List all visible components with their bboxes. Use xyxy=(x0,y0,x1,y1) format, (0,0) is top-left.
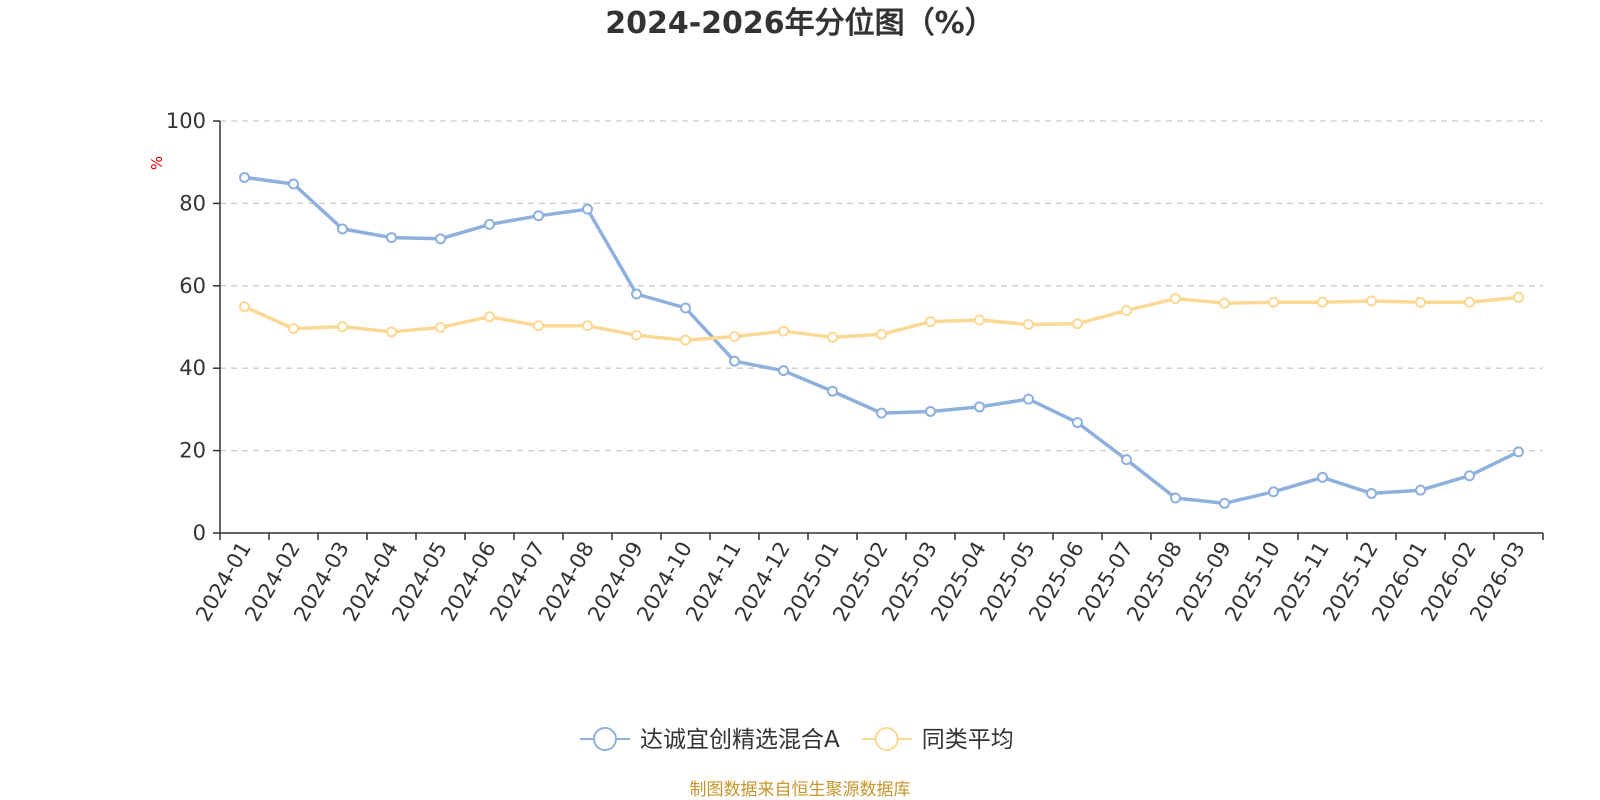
data-point[interactable] xyxy=(386,326,397,338)
y-axis-unit-label: % xyxy=(148,156,166,170)
data-point[interactable] xyxy=(1023,393,1034,405)
data-point[interactable] xyxy=(1464,470,1475,482)
data-point[interactable] xyxy=(1317,296,1328,308)
chart-title: 2024-2026年分位图（%） xyxy=(605,6,995,41)
data-point[interactable] xyxy=(1121,305,1132,317)
y-tick-label: 0 xyxy=(193,521,206,545)
data-point[interactable] xyxy=(533,210,544,222)
axes xyxy=(213,120,1544,540)
data-point[interactable] xyxy=(876,407,887,419)
data-point[interactable] xyxy=(288,323,299,335)
x-tick-labels: 2024-012024-022024-032024-042024-052024-… xyxy=(191,538,1530,626)
series-line xyxy=(244,175,1520,506)
data-point[interactable] xyxy=(1170,492,1181,504)
data-point[interactable] xyxy=(680,334,691,346)
data-point[interactable] xyxy=(435,233,446,245)
data-point[interactable] xyxy=(1415,296,1426,308)
y-tick-label: 40 xyxy=(179,356,206,380)
data-point[interactable] xyxy=(1464,296,1475,308)
data-point[interactable] xyxy=(1072,417,1083,429)
legend-label: 同类平均 xyxy=(922,727,1014,753)
data-point[interactable] xyxy=(729,355,740,367)
data-point[interactable] xyxy=(484,311,495,323)
series-1 xyxy=(239,291,1524,346)
data-point[interactable] xyxy=(631,329,642,341)
data-point[interactable] xyxy=(582,320,593,332)
data-point[interactable] xyxy=(1513,291,1524,303)
data-source-note: 制图数据来自恒生聚源数据库 xyxy=(690,780,911,800)
data-point[interactable] xyxy=(974,401,985,413)
data-point[interactable] xyxy=(239,301,250,313)
data-point[interactable] xyxy=(1219,497,1230,509)
data-point[interactable] xyxy=(239,171,250,183)
legend-marker xyxy=(874,727,899,751)
data-point[interactable] xyxy=(680,302,691,314)
data-point[interactable] xyxy=(827,331,838,343)
data-point[interactable] xyxy=(1121,454,1132,466)
data-point[interactable] xyxy=(974,314,985,326)
legend-item-0[interactable]: 达诚宜创精选混合A xyxy=(580,727,840,753)
y-tick-label: 20 xyxy=(179,439,206,463)
data-point[interactable] xyxy=(1366,295,1377,307)
y-tick-label: 80 xyxy=(179,191,206,215)
data-point[interactable] xyxy=(1366,487,1377,499)
data-point[interactable] xyxy=(484,218,495,230)
data-point[interactable] xyxy=(582,203,593,215)
legend[interactable]: 达诚宜创精选混合A 同类平均 xyxy=(580,727,1014,753)
data-point[interactable] xyxy=(925,316,936,328)
y-tick-label: 100 xyxy=(166,109,206,133)
y-tick-labels: 0 20 40 60 80 100 xyxy=(166,109,206,545)
grid-lines xyxy=(220,120,1543,452)
data-point[interactable] xyxy=(778,365,789,377)
data-point[interactable] xyxy=(1023,319,1034,331)
data-point[interactable] xyxy=(1072,318,1083,330)
data-point[interactable] xyxy=(1415,484,1426,496)
data-point[interactable] xyxy=(1268,296,1279,308)
data-point[interactable] xyxy=(288,178,299,190)
data-point[interactable] xyxy=(631,288,642,300)
data-point[interactable] xyxy=(1219,297,1230,309)
legend-marker xyxy=(593,727,617,751)
data-point[interactable] xyxy=(435,321,446,333)
data-point[interactable] xyxy=(827,385,838,397)
data-point[interactable] xyxy=(1170,293,1181,305)
data-point[interactable] xyxy=(337,321,348,333)
series-lines xyxy=(239,171,1524,509)
data-point[interactable] xyxy=(386,232,397,244)
data-point[interactable] xyxy=(1317,471,1328,483)
data-point[interactable] xyxy=(876,328,887,340)
y-tick-label: 60 xyxy=(179,274,206,298)
data-point[interactable] xyxy=(925,405,936,417)
data-point[interactable] xyxy=(1268,486,1279,498)
series-0 xyxy=(239,171,1524,509)
data-point[interactable] xyxy=(1513,446,1524,458)
data-point[interactable] xyxy=(337,223,348,235)
data-point[interactable] xyxy=(533,320,544,332)
legend-item-1[interactable]: 同类平均 xyxy=(861,727,1014,753)
legend-label: 达诚宜创精选混合A xyxy=(640,727,840,753)
data-point[interactable] xyxy=(729,330,740,342)
data-point[interactable] xyxy=(778,325,789,337)
